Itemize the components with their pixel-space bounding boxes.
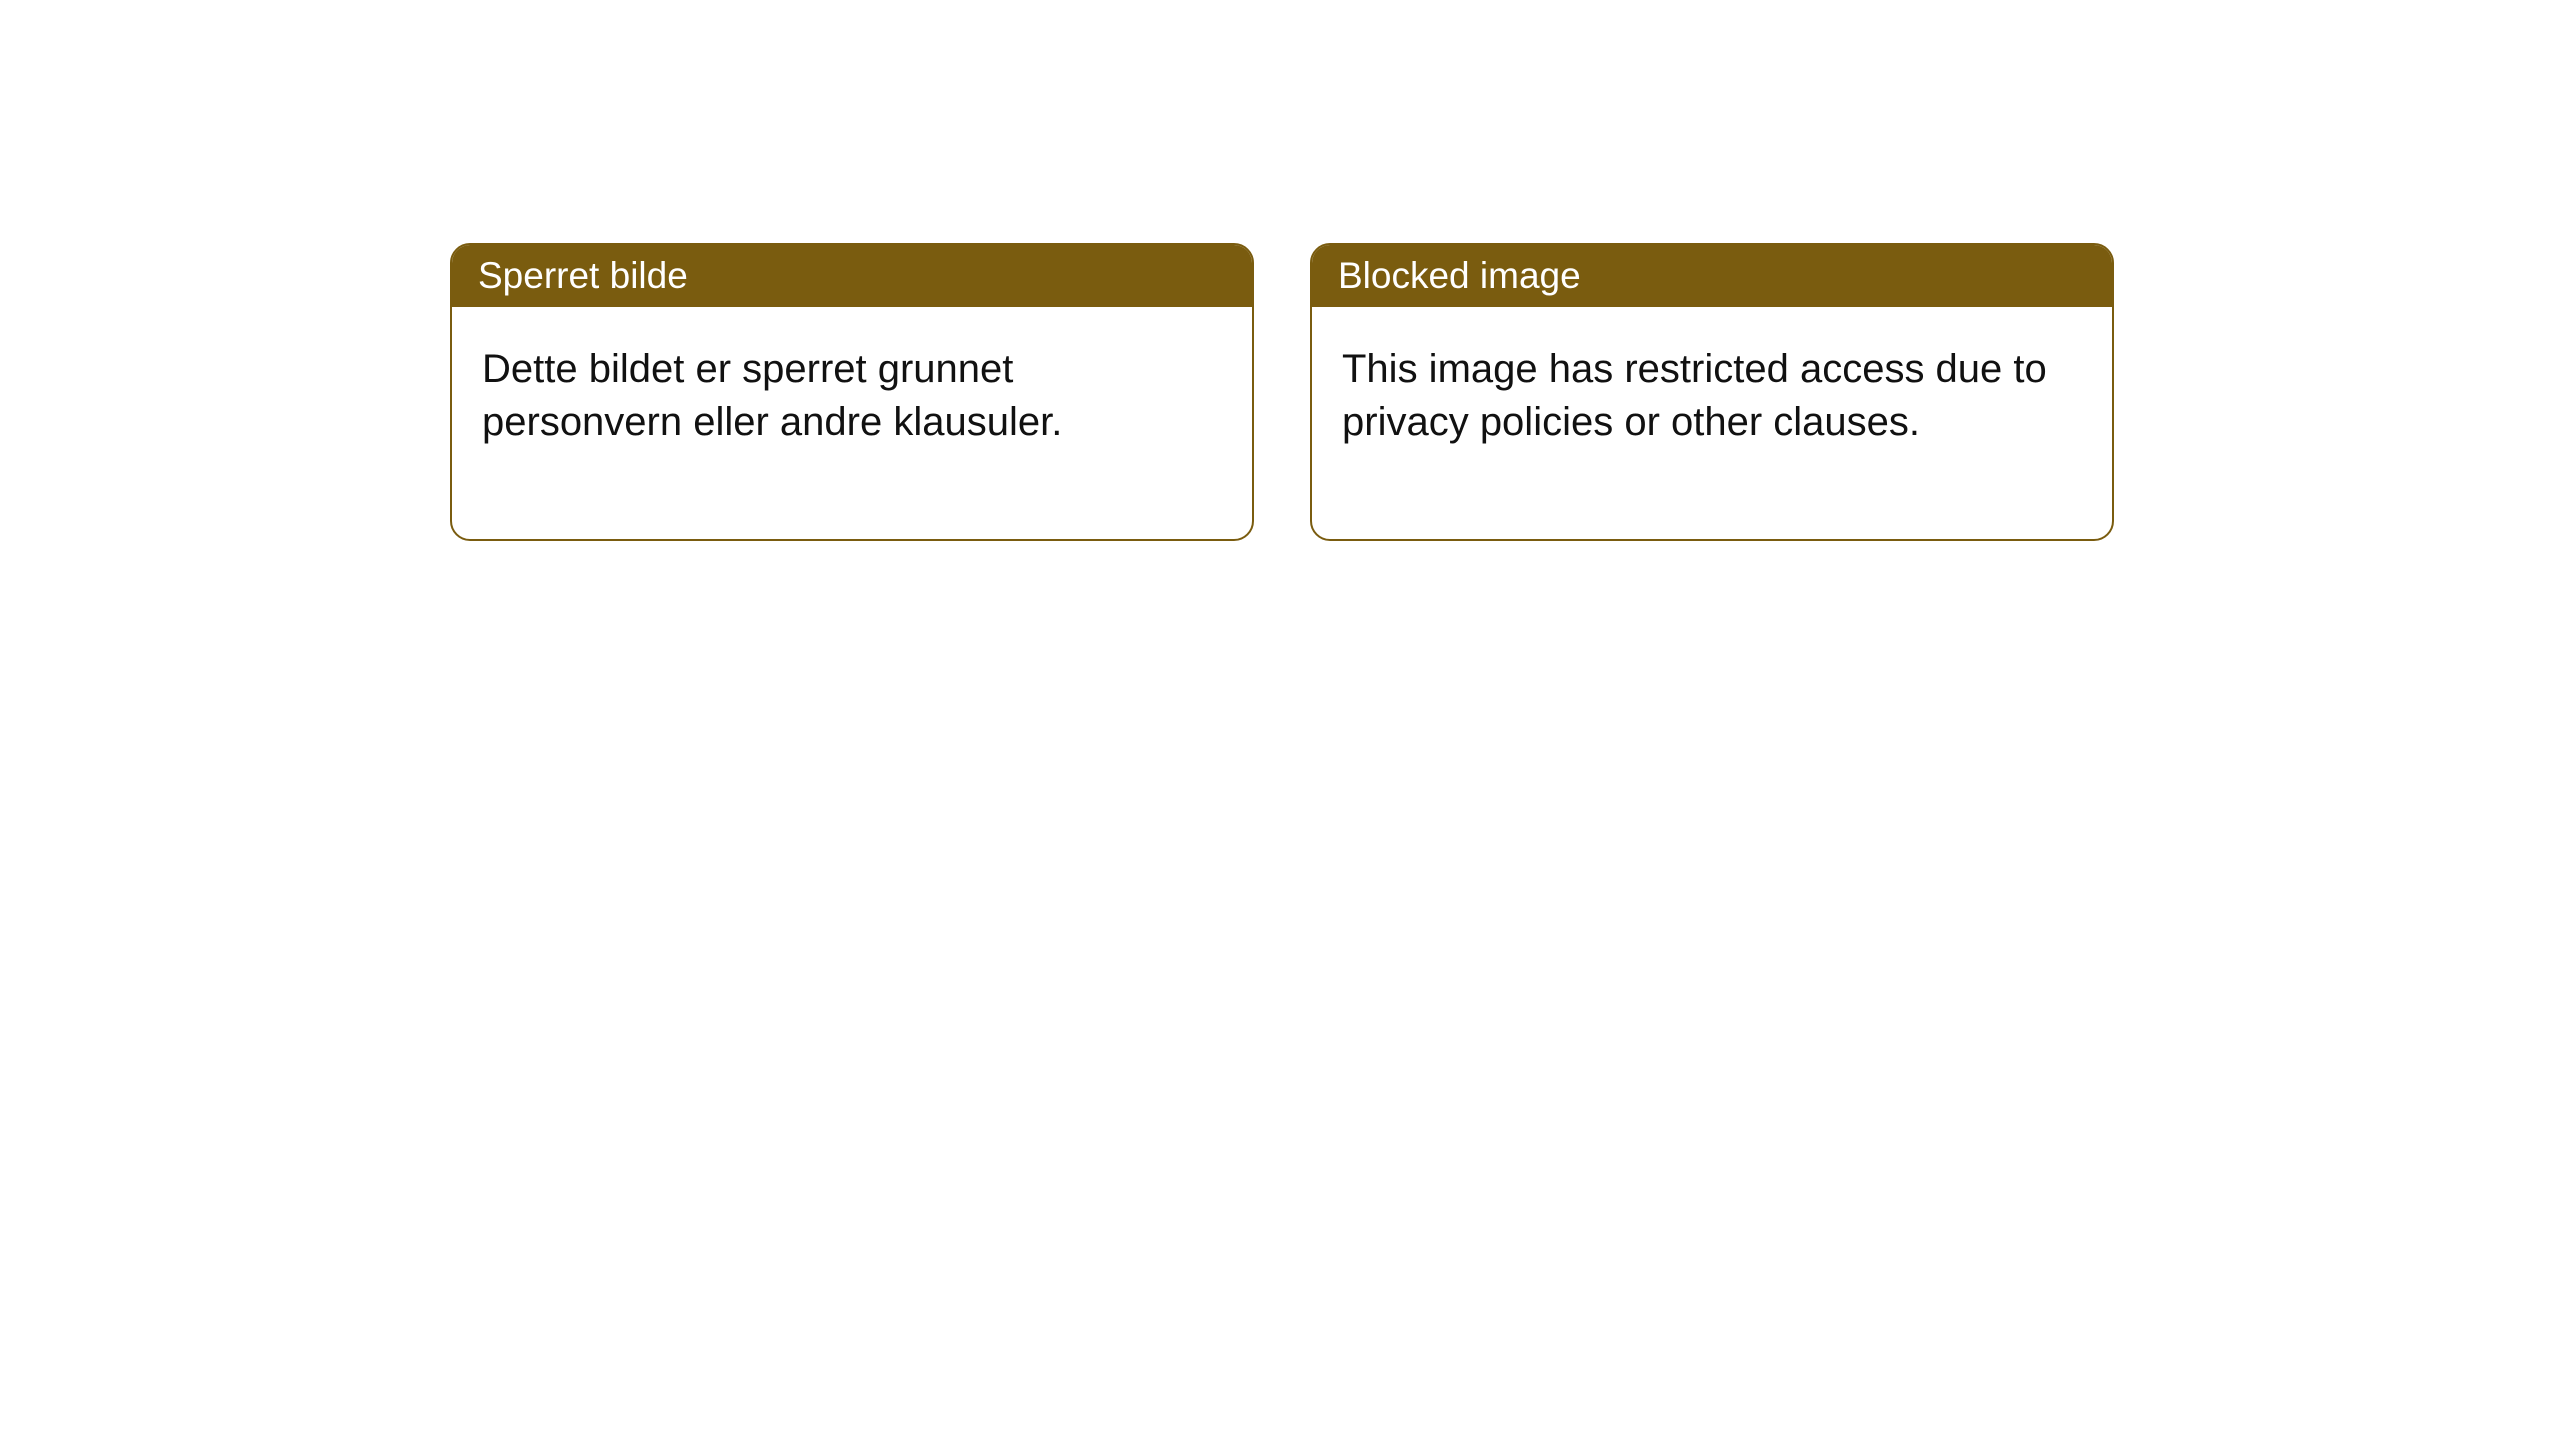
notice-card-body: This image has restricted access due to … xyxy=(1312,307,2112,539)
notice-card-body: Dette bildet er sperret grunnet personve… xyxy=(452,307,1252,539)
notice-card-norwegian: Sperret bilde Dette bildet er sperret gr… xyxy=(450,243,1254,541)
notice-card-title: Blocked image xyxy=(1312,245,2112,307)
notice-card-title: Sperret bilde xyxy=(452,245,1252,307)
notice-cards-container: Sperret bilde Dette bildet er sperret gr… xyxy=(0,0,2560,541)
notice-card-english: Blocked image This image has restricted … xyxy=(1310,243,2114,541)
